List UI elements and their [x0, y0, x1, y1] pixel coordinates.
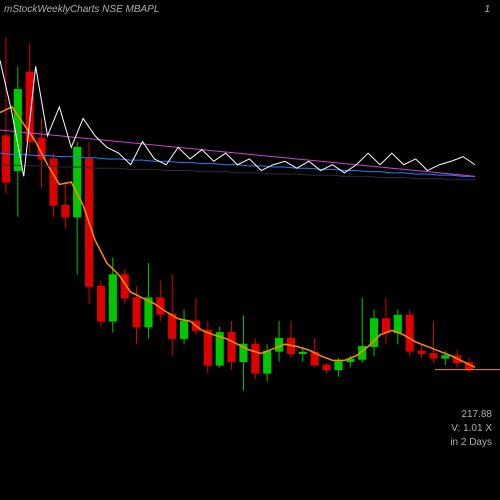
current-price: 217.88 [450, 408, 492, 422]
stock-chart: mStockWeeklyCharts NSE MBAPL 1 217.88 V:… [0, 0, 500, 500]
timing-info: in 2 Days [450, 436, 492, 450]
price-info: 217.88 V: 1.01 X in 2 Days [450, 408, 492, 450]
chart-canvas [0, 0, 500, 500]
volume-info: V: 1.01 X [450, 422, 492, 436]
